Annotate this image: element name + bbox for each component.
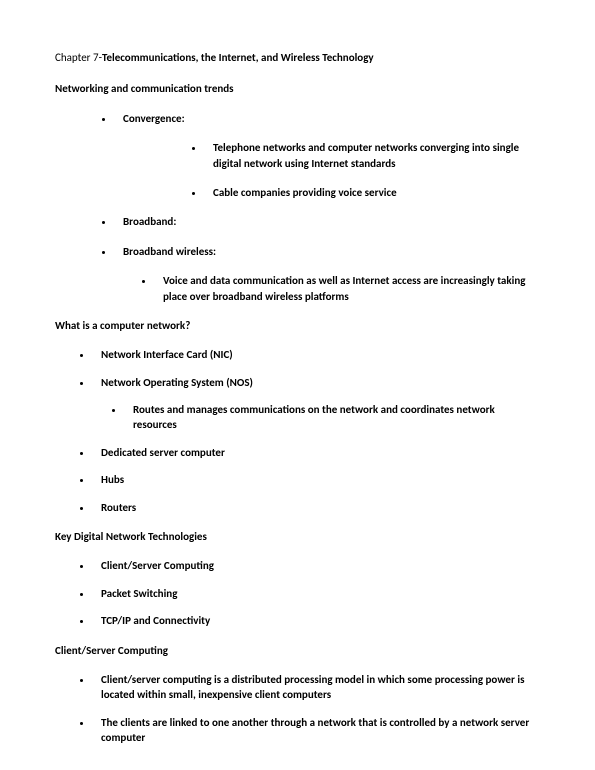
list-item-convergence: Convergence: (115, 111, 540, 126)
list-item: Voice and data communication as well as … (155, 273, 540, 304)
list-item: Cable companies providing voice service (205, 185, 540, 200)
list-trends: Convergence: (115, 111, 540, 126)
list-item-server: Dedicated server computer (93, 445, 540, 460)
chapter-main-title: Telecommunications, the Internet, and Wi… (102, 51, 374, 64)
list-item-routers: Routers (93, 500, 540, 515)
list-item-nos: Network Operating System (NOS) (93, 375, 540, 390)
list-item: The clients are linked to one another th… (93, 715, 540, 746)
list-item: Client/server computing is a distributed… (93, 672, 540, 703)
list-convergence-sub: Telephone networks and computer networks… (205, 140, 540, 200)
list-item-broadband: Broadband: (115, 214, 540, 229)
list-cs-computing: Client/server computing is a distributed… (93, 672, 540, 746)
list-broadband-sub: Voice and data communication as well as … (155, 273, 540, 304)
list-item-nic: Network Interface Card (NIC) (93, 347, 540, 362)
list-network-cont: Dedicated server computer Hubs Routers (93, 445, 540, 515)
chapter-title: Chapter 7-Telecommunications, the Intern… (55, 50, 540, 65)
list-item-packet: Packet Switching (93, 586, 540, 601)
list-broadband: Broadband: Broadband wireless: (115, 214, 540, 259)
chapter-prefix: Chapter 7- (55, 51, 102, 64)
section-heading-network: What is a computer network? (55, 318, 540, 333)
list-item-tcpip: TCP/IP and Connectivity (93, 613, 540, 628)
list-item: Routes and manages communications on the… (125, 402, 540, 433)
list-item: Telephone networks and computer networks… (205, 140, 540, 171)
section-heading-key-tech: Key Digital Network Technologies (55, 529, 540, 544)
list-key-tech: Client/Server Computing Packet Switching… (93, 558, 540, 628)
list-item-broadband-wireless: Broadband wireless: (115, 244, 540, 259)
list-item-client-server: Client/Server Computing (93, 558, 540, 573)
list-nos-sub: Routes and manages communications on the… (125, 402, 540, 433)
list-network: Network Interface Card (NIC) Network Ope… (93, 347, 540, 390)
list-item-hubs: Hubs (93, 472, 540, 487)
section-heading-cs-computing: Client/Server Computing (55, 643, 540, 658)
section-heading-trends: Networking and communication trends (55, 81, 540, 96)
